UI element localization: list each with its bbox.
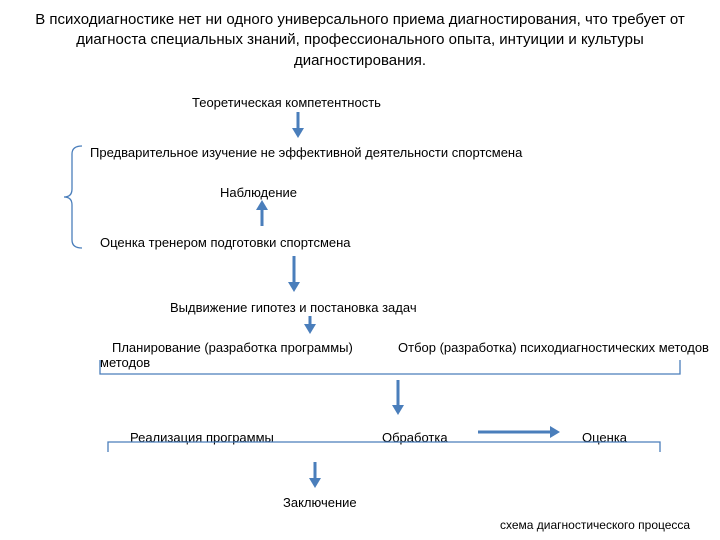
node-observation: Наблюдение [220, 185, 297, 201]
node-methods-selection: Отбор (разработка) психодиагностических … [398, 340, 709, 356]
node-evaluation: Оценка [582, 430, 627, 446]
node-processing: Обработка [382, 430, 448, 446]
node-coach-evaluation: Оценка тренером подготовки спортсмена [100, 235, 351, 251]
diagram-caption: схема диагностического процесса [500, 518, 690, 532]
node-planning: Планирование (разработка программы) [112, 340, 353, 356]
node-hypotheses: Выдвижение гипотез и постановка задач [170, 300, 417, 316]
node-conclusion: Заключение [283, 495, 357, 511]
node-methods-line2: методов [100, 355, 150, 371]
node-methods-selection-text: Отбор (разработка) психодиагностических … [398, 340, 709, 355]
node-theoretical-competence: Теоретическая компетентность [192, 95, 381, 111]
diagram-connectors [0, 0, 720, 540]
node-realization: Реализация программы [130, 430, 274, 446]
node-preliminary-study: Предварительное изучение не эффективной … [90, 145, 522, 161]
page-title: В психодиагностике нет ни одного универс… [30, 10, 690, 71]
